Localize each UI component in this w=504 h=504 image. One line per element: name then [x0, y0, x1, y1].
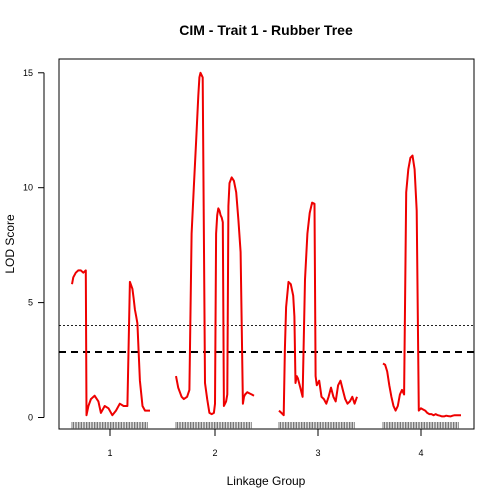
x-tick-label: 2: [212, 448, 217, 458]
y-tick-label: 0: [28, 413, 33, 423]
chart-title: CIM - Trait 1 - Rubber Tree: [179, 22, 353, 38]
lod-curve-group-4: [382, 154, 461, 418]
lod-curve-group-1: [71, 269, 150, 417]
threshold-lines: [59, 325, 474, 354]
x-tick-label: 4: [418, 448, 423, 458]
lod-curves: [71, 71, 461, 418]
x-axis: 1 2 3 4: [107, 429, 424, 458]
y-axis-label: LOD Score: [3, 214, 17, 274]
plot-frame: [58, 58, 475, 430]
y-tick-label: 10: [23, 183, 33, 193]
lod-curve-group-3: [278, 201, 358, 417]
y-tick-label: 15: [23, 68, 33, 78]
lod-curve-group-2: [175, 71, 255, 416]
x-tick-label: 1: [107, 448, 112, 458]
y-axis: 0 5 10 15: [23, 68, 45, 423]
x-tick-label: 3: [315, 448, 320, 458]
y-tick-label: 5: [28, 298, 33, 308]
x-axis-label: Linkage Group: [227, 474, 306, 488]
marker-rug: [71, 422, 459, 429]
